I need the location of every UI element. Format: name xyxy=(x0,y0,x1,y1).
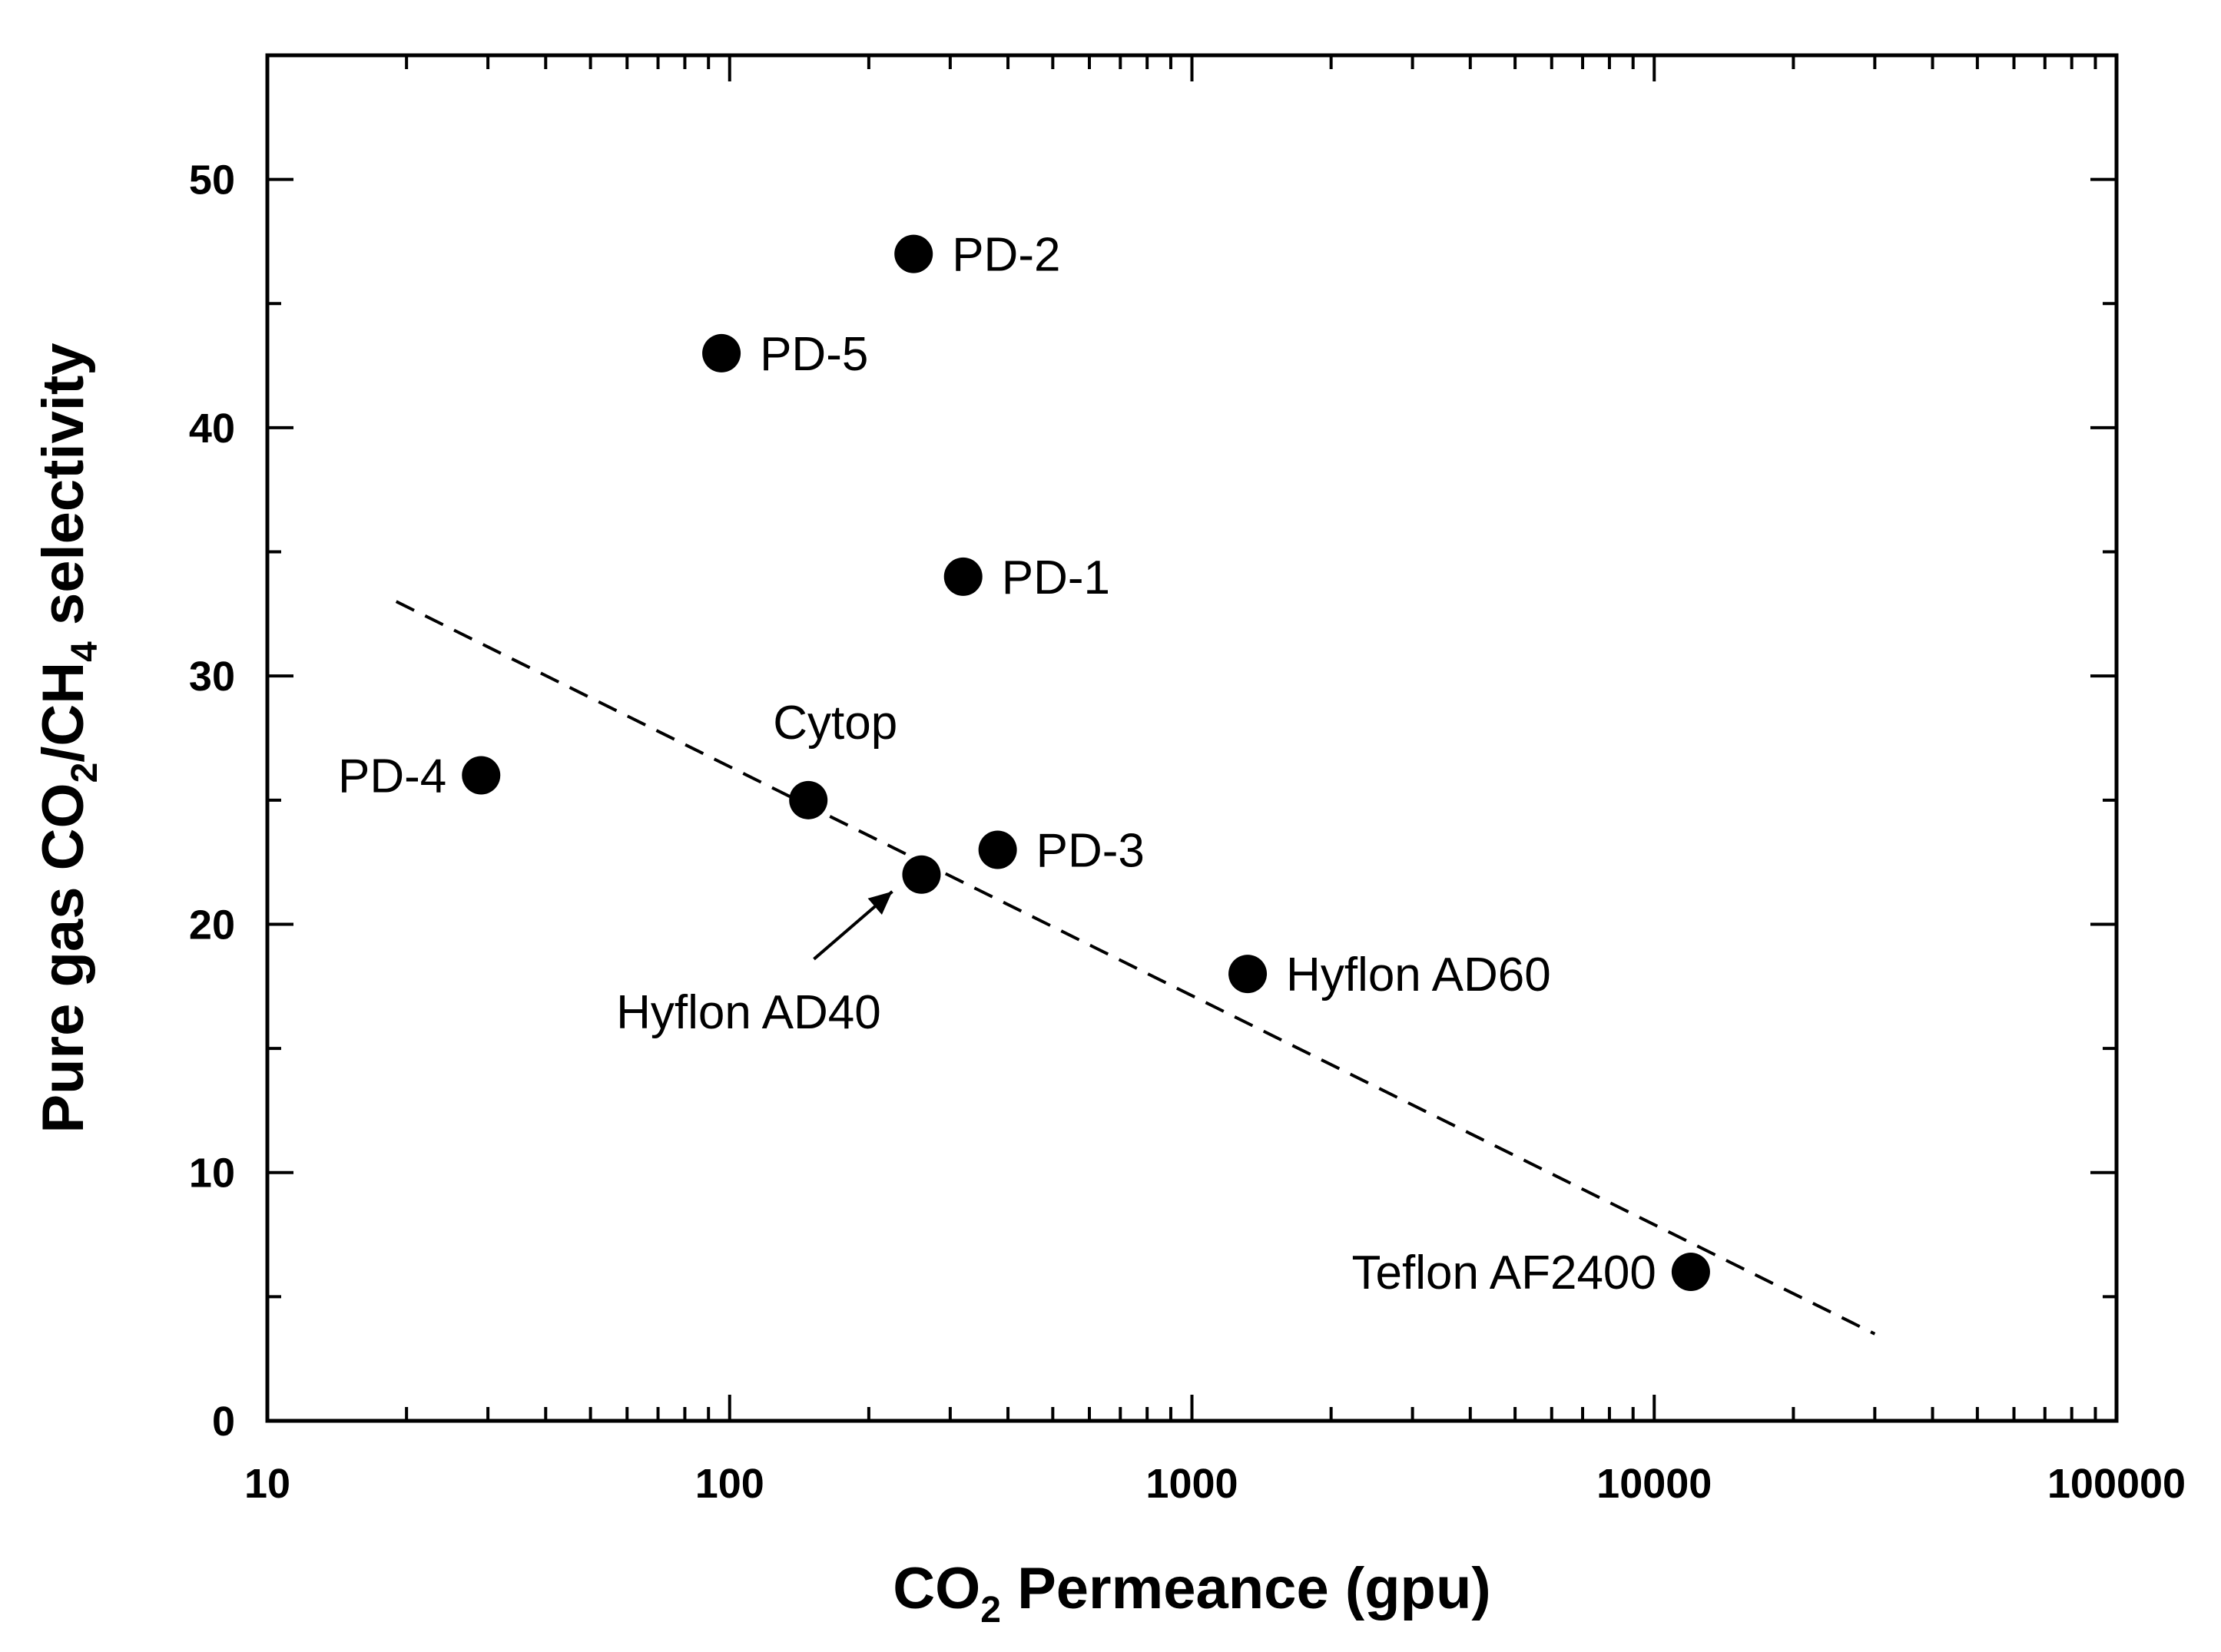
data-point xyxy=(902,855,941,894)
point-label: PD-3 xyxy=(1036,824,1145,877)
point-label: Hyflon AD40 xyxy=(616,986,881,1039)
x-axis-title-rest: Permeance (gpu) xyxy=(1001,1556,1491,1621)
y-axis-title-part-1: Pure gas CO xyxy=(31,783,96,1133)
y-axis-title-sub-2: 4 xyxy=(65,641,105,662)
y-axis-title-part-3: selectivity xyxy=(31,343,96,641)
plot-frame xyxy=(265,53,2119,1423)
x-tick-label: 10 xyxy=(244,1461,290,1507)
data-point xyxy=(1228,955,1268,994)
x-axis-title-main: CO xyxy=(893,1556,980,1621)
point-label: PD-1 xyxy=(1002,551,1110,604)
y-tick-label: 50 xyxy=(189,157,235,204)
data-point xyxy=(789,780,828,819)
point-label: Teflon AF2400 xyxy=(1351,1246,1656,1299)
y-axis-title-part-2: /CH xyxy=(31,662,96,763)
x-tick-label: 10000 xyxy=(1596,1461,1712,1507)
point-label: Cytop xyxy=(773,697,897,750)
y-axis-title: Pure gas CO2/CH4 selectivity xyxy=(31,343,105,1133)
y-axis-title-sub-1: 2 xyxy=(65,763,105,783)
x-tick-label: 100000 xyxy=(2047,1461,2186,1507)
points-group: PD-2 PD-5 PD-1 PD-4 Cytop PD-3 Hyflon AD40 Hyfl… xyxy=(338,229,1710,1299)
annotation-arrow-head xyxy=(867,891,893,915)
x-tick-label: 100 xyxy=(695,1461,764,1507)
y-tick-label: 30 xyxy=(189,654,235,700)
point-label: Hyflon AD60 xyxy=(1286,948,1551,1001)
x-axis-title: CO2 Permeance (gpu) xyxy=(893,1556,1490,1630)
data-point xyxy=(702,333,741,372)
trendline xyxy=(395,600,1876,1336)
y-tick-label: 40 xyxy=(189,406,235,452)
data-point xyxy=(943,557,983,596)
data-point xyxy=(978,830,1017,869)
point-label: PD-5 xyxy=(760,328,868,381)
point-label: PD-2 xyxy=(952,229,1060,282)
y-tick-label: 20 xyxy=(189,902,235,948)
data-point xyxy=(1671,1253,1710,1292)
y-tick-label: 10 xyxy=(189,1150,235,1197)
point-label: PD-4 xyxy=(338,750,446,803)
x-tick-label: 1000 xyxy=(1145,1461,1238,1507)
y-tick-label: 0 xyxy=(212,1399,235,1445)
x-axis-title-sub: 2 xyxy=(980,1590,1001,1630)
data-point xyxy=(894,234,933,273)
data-point xyxy=(462,756,501,795)
trendline-group xyxy=(395,600,1876,1336)
